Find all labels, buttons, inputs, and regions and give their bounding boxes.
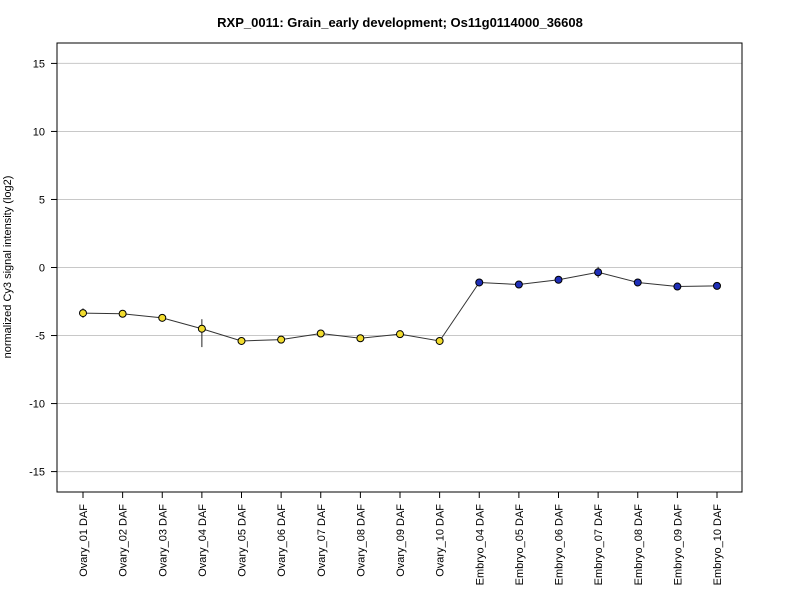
data-point (118, 309, 127, 318)
data-point (356, 334, 365, 343)
y-tick-label: 15 (33, 58, 45, 70)
data-point (554, 275, 563, 284)
x-tick-label: Ovary_03 DAF (157, 504, 169, 577)
x-tick-label: Ovary_07 DAF (316, 504, 328, 577)
grid-layer (57, 62, 742, 473)
chart-title: RXP_0011: Grain_early development; Os11g… (217, 15, 583, 30)
x-tick-label: Embryo_09 DAF (672, 504, 684, 586)
x-tick-label: Ovary_08 DAF (355, 504, 367, 577)
y-axis-label: normalized Cy3 signal intensity (log2) (2, 176, 14, 359)
y-tick-label: -10 (29, 399, 45, 411)
data-point (158, 313, 167, 322)
x-tick-label: Embryo_08 DAF (633, 504, 645, 586)
x-tick-label: Embryo_05 DAF (514, 504, 526, 586)
data-point (197, 324, 206, 333)
x-tick-label: Ovary_04 DAF (197, 504, 209, 577)
data-point (514, 280, 523, 289)
x-tick-label: Embryo_04 DAF (474, 504, 486, 586)
data-point (79, 309, 87, 318)
x-tick-label: Embryo_10 DAF (712, 504, 724, 586)
data-point (435, 336, 444, 345)
data-point (316, 329, 325, 338)
x-tick-label: Ovary_06 DAF (276, 504, 288, 577)
x-tick-label: Embryo_06 DAF (554, 504, 566, 586)
data-point (713, 281, 721, 290)
data-point (396, 330, 404, 339)
x-tick-label: Ovary_09 DAF (395, 504, 407, 577)
y-tick-label: 0 (39, 263, 45, 275)
data-point (673, 282, 682, 291)
y-tick-label: -5 (35, 331, 45, 343)
y-tick-label: 10 (33, 126, 45, 138)
y-axis: -15 -10 -5 0 5 10 15 (29, 58, 57, 479)
data-point (475, 278, 484, 287)
data-point (237, 336, 246, 345)
x-tick-label: Ovary_05 DAF (237, 504, 249, 577)
series-layer (79, 266, 721, 348)
y-tick-label: -15 (29, 467, 45, 479)
data-point (633, 278, 642, 287)
x-tick-label: Ovary_10 DAF (435, 504, 447, 577)
x-tick-label: Ovary_01 DAF (78, 504, 90, 577)
x-tick-label: Embryo_07 DAF (593, 504, 605, 586)
x-axis: Ovary_01 DAF Ovary_02 DAF Ovary_03 DAF Ovar… (78, 492, 724, 585)
y-tick-label: 5 (39, 194, 45, 206)
data-point (277, 335, 286, 344)
data-point (594, 268, 603, 277)
x-tick-label: Ovary_02 DAF (118, 504, 130, 577)
